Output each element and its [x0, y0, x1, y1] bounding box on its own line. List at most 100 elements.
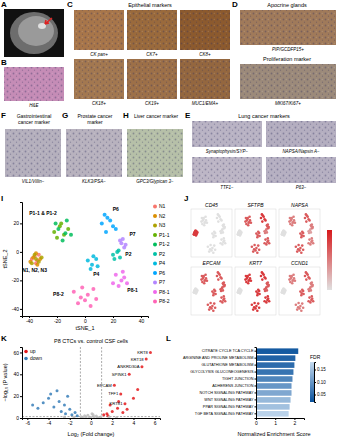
point: [33, 253, 37, 257]
axis: 0204060: [13, 348, 22, 422]
legend-label: P1-1: [159, 232, 170, 238]
panel-title: Apocrine glands: [267, 2, 307, 8]
point: [94, 257, 98, 261]
point: [108, 416, 111, 418]
point: [90, 416, 93, 418]
tick: ARGININE AND PROLINE METABOLISM: [183, 356, 256, 360]
point: [302, 249, 305, 252]
tick-label: 20: [111, 318, 117, 324]
point: [214, 293, 217, 296]
plot-area: [22, 347, 160, 418]
point: [123, 402, 126, 405]
point: [103, 213, 107, 217]
point: [217, 271, 220, 274]
plot-area: [28, 213, 129, 308]
tick-label: 0: [16, 415, 19, 421]
point: [301, 289, 304, 292]
point: [223, 223, 226, 226]
tick-label: 4: [133, 420, 136, 426]
point: [83, 298, 87, 302]
point: [252, 250, 255, 253]
point: [208, 308, 211, 311]
point: [202, 219, 205, 222]
tick-label: 6: [154, 420, 157, 426]
point: [220, 290, 223, 293]
feature-title: KRT7: [249, 260, 262, 266]
point: [91, 412, 94, 415]
legend-label: P8-1: [159, 289, 170, 295]
point: [261, 220, 264, 223]
point: [311, 295, 314, 298]
point: [60, 410, 63, 413]
point: [311, 298, 314, 301]
mri-brain: [18, 16, 54, 46]
panel-letter: K: [1, 334, 7, 343]
point: [308, 232, 311, 235]
point: [220, 238, 223, 241]
point: [36, 407, 39, 410]
legend-label: P7: [159, 279, 165, 285]
image-label: CK19+: [145, 101, 159, 106]
point: [213, 231, 216, 234]
point: [220, 277, 223, 280]
micrograph-texture: [192, 157, 262, 183]
axis: 012: [255, 418, 304, 426]
point: [247, 222, 250, 225]
point: [264, 277, 267, 280]
point: [305, 278, 308, 281]
point: [220, 232, 223, 235]
point: [55, 236, 59, 240]
point: [34, 257, 38, 261]
point: [305, 220, 308, 223]
point: [267, 240, 270, 243]
feature-title: SFTPB: [247, 202, 264, 208]
micrograph-texture: [266, 121, 336, 147]
tick: TIGHT JUNCTION: [222, 377, 256, 381]
panel-frame: [235, 209, 276, 257]
tick-label: TIGHT JUNCTION: [222, 377, 254, 381]
point: [292, 274, 295, 277]
point: [194, 290, 197, 293]
tick-mark: [20, 309, 22, 310]
point: [121, 411, 124, 414]
legend-title: FDR: [310, 354, 321, 360]
point: [212, 252, 215, 255]
point: [105, 216, 109, 220]
axis: -40-20020: [12, 203, 23, 317]
annotation: P2: [125, 251, 131, 257]
panel-title: Prostate cancermarker: [77, 113, 112, 125]
legend-key: [153, 243, 157, 247]
point: [238, 290, 241, 293]
tick-label: 0: [16, 249, 19, 255]
tick: 2: [294, 418, 297, 426]
point: [301, 244, 304, 247]
micrograph-texture: [66, 129, 122, 177]
point: [221, 287, 224, 290]
tick-label: 20: [13, 220, 19, 226]
point: [118, 256, 122, 260]
tick-mark: [20, 352, 22, 353]
tick-mark: [20, 223, 22, 224]
point: [255, 247, 258, 250]
gene-label: EPCAM: [97, 383, 112, 388]
tick: 4: [133, 418, 136, 426]
micrograph-texture: [240, 10, 336, 45]
point: [114, 273, 118, 277]
point: [212, 310, 215, 313]
point: [302, 293, 305, 296]
tick-mark: [314, 382, 316, 383]
image-label: KLK3/PSA−: [82, 179, 106, 184]
legend-label: N1: [159, 203, 166, 209]
axis-line: [255, 348, 257, 419]
tick-mark: [255, 365, 257, 366]
point: [194, 232, 197, 235]
tick-label: GLYCOLYSIS GLUCONEOGENESIS: [190, 370, 254, 374]
point: [264, 238, 267, 241]
bar: [256, 383, 292, 389]
legend-label: N3: [159, 222, 166, 228]
legend-key: [24, 350, 28, 354]
point: [89, 267, 93, 271]
point: [290, 277, 293, 280]
mri-head: [10, 12, 58, 54]
panel-letter: D: [232, 0, 238, 9]
